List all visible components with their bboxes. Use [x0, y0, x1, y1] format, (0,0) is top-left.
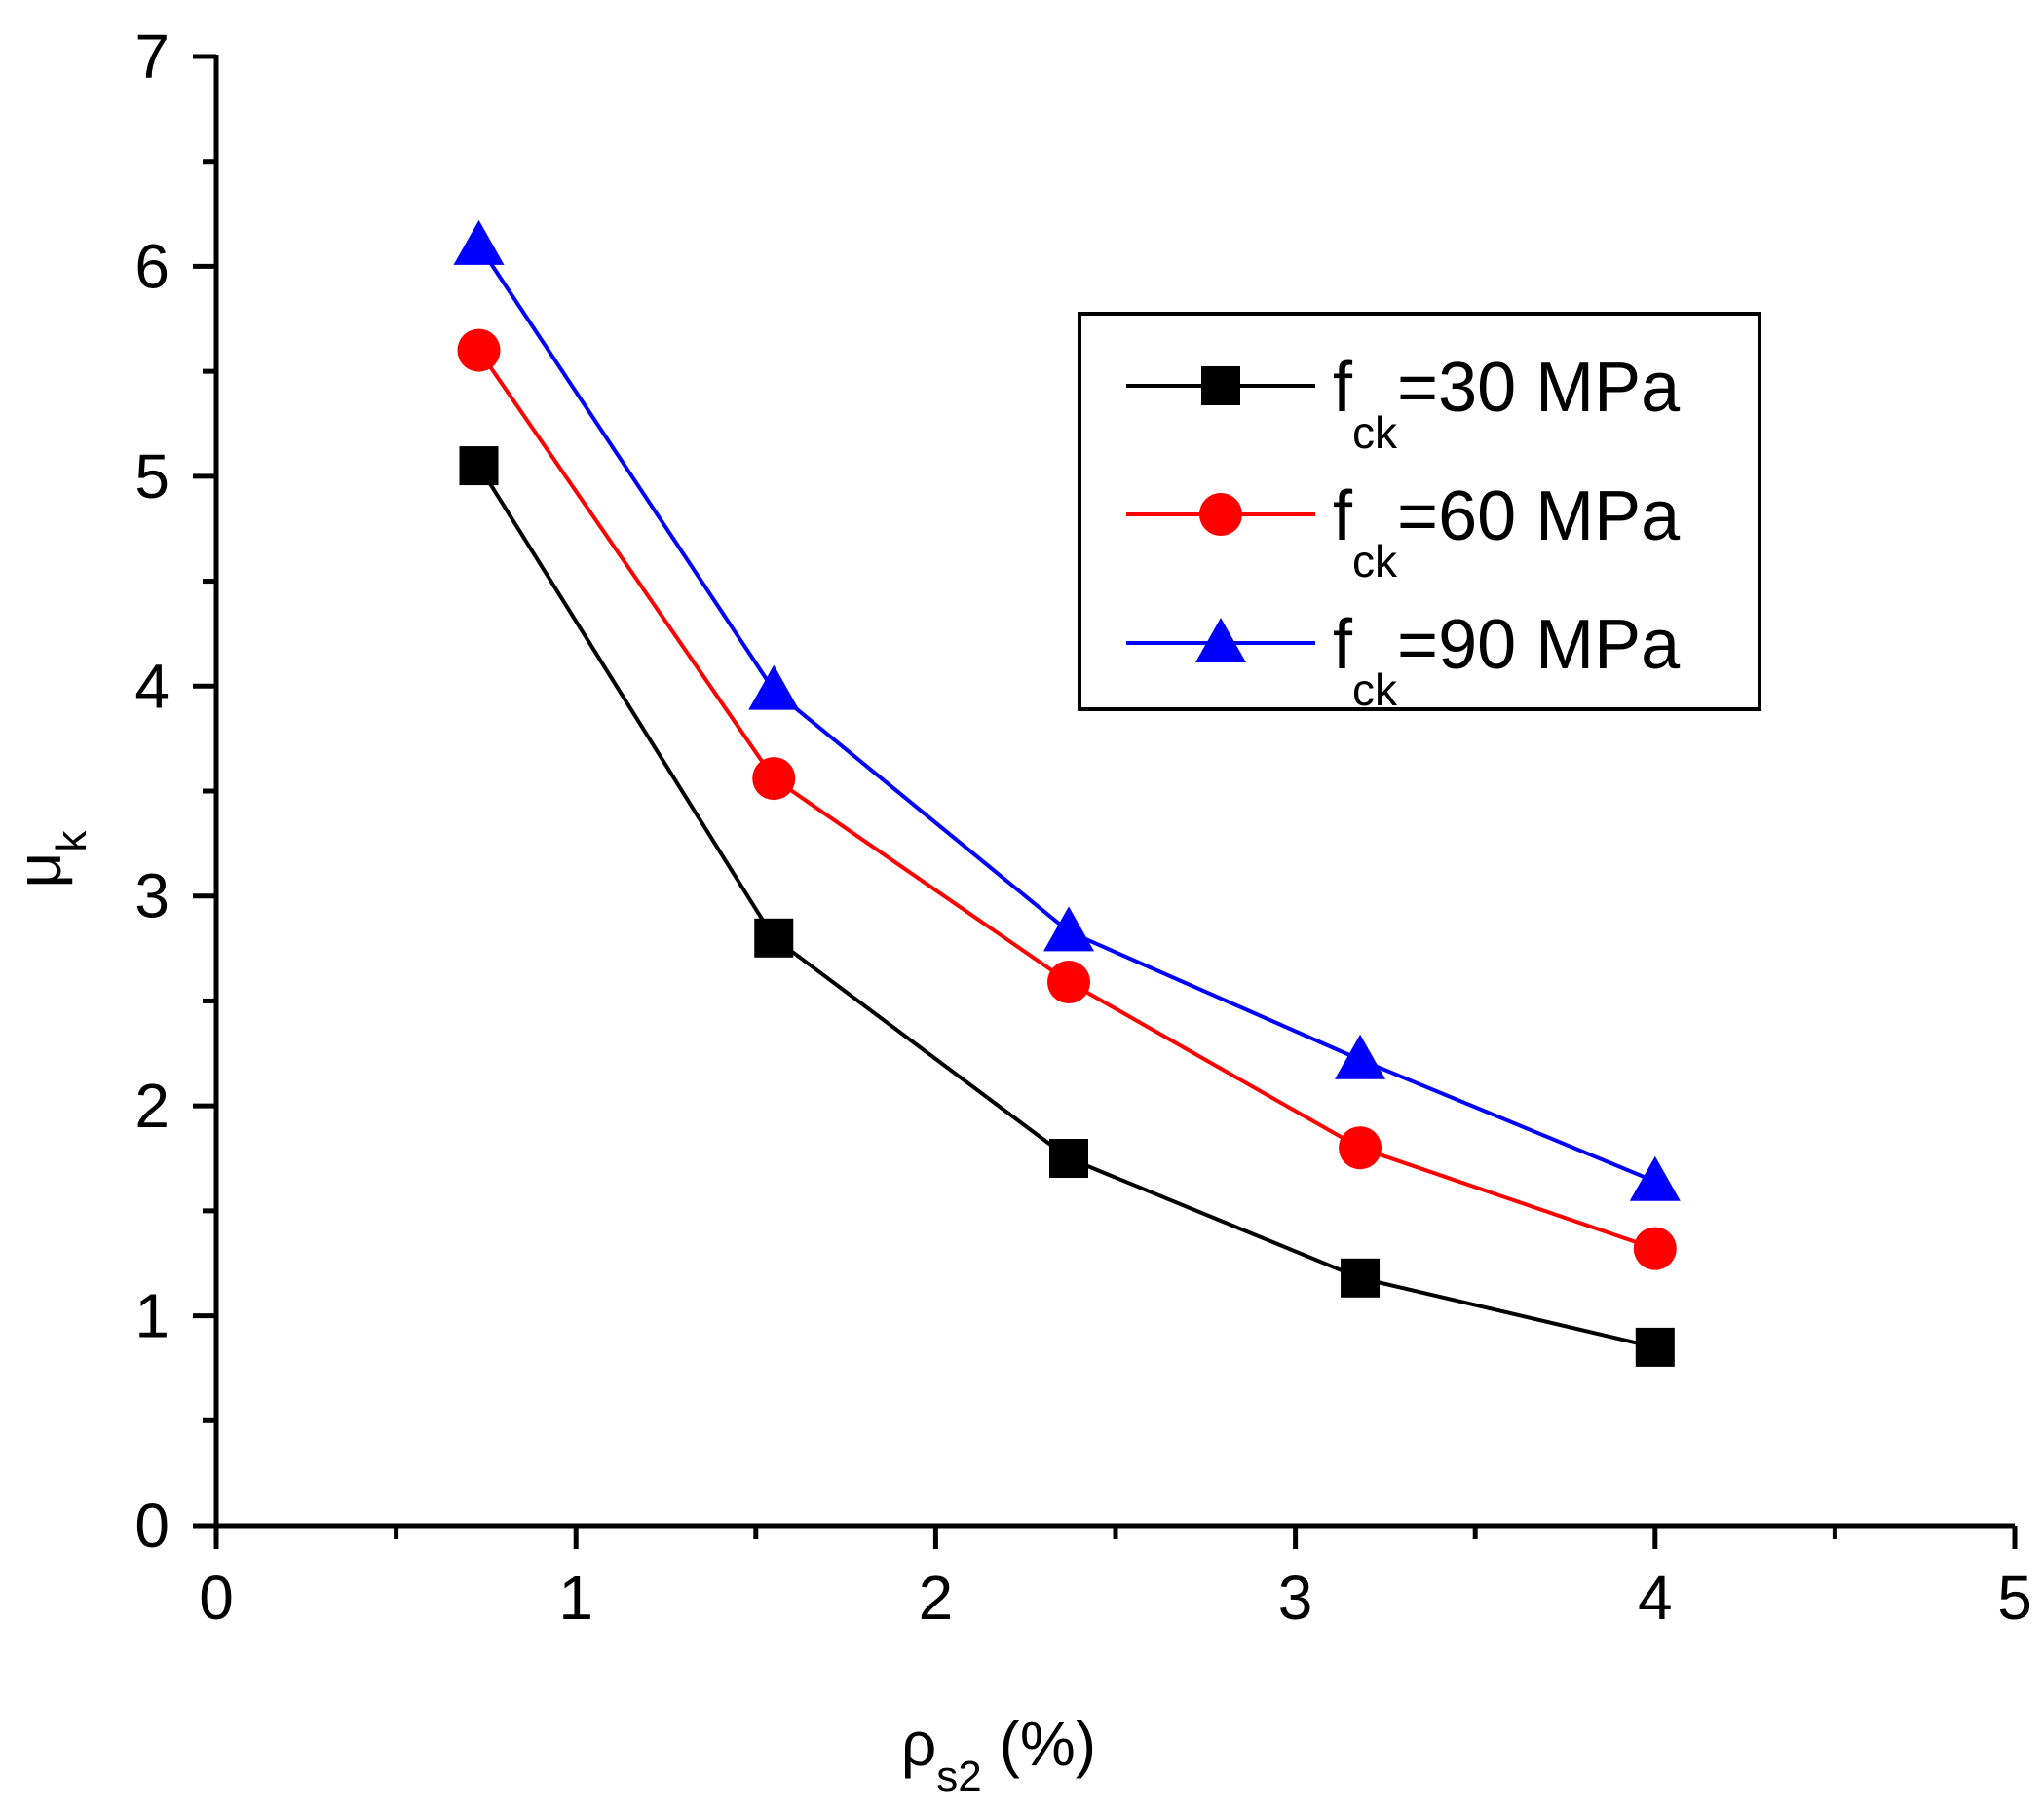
series-3: [453, 219, 1681, 1201]
y-tick-label: 1: [134, 1281, 170, 1351]
x-tick-label: 1: [558, 1563, 593, 1633]
series-1-point: [459, 446, 499, 486]
legend-swatch-marker: [1201, 366, 1240, 405]
y-tick-label: 0: [134, 1491, 170, 1561]
x-tick-label: 5: [1997, 1563, 2032, 1633]
x-tick-label: 4: [1638, 1563, 1673, 1633]
y-tick-label: 2: [134, 1071, 170, 1141]
series-1-point: [1049, 1139, 1089, 1178]
series-layer: [453, 219, 1681, 1367]
series-2-point: [1047, 961, 1091, 1004]
legend: fck=30 MPa fck=60 MPa fck=90 MPa: [1078, 312, 1761, 715]
axes: [213, 55, 2015, 1529]
legend-swatch-marker: [1199, 493, 1242, 536]
legend-label: fck=60 MPa: [1333, 477, 1681, 586]
tick-labels: 0 1 2 3 4 5 0 1 2 3 4 5 6 7: [134, 21, 2031, 1633]
legend-label: fck=90 MPa: [1333, 606, 1681, 715]
series-1-point: [1635, 1327, 1675, 1367]
x-tick-label: 3: [1278, 1563, 1313, 1633]
series-3-point: [453, 219, 505, 265]
axis-ticks: [193, 54, 2018, 1549]
y-tick-label: 4: [134, 651, 170, 721]
series-2-point: [457, 328, 501, 372]
legend-item-1: fck=30 MPa: [1126, 349, 1681, 458]
series-2-point: [1633, 1227, 1677, 1270]
x-tick-label: 2: [919, 1563, 954, 1633]
x-axis-title: ρs2 (%): [901, 1709, 1096, 1800]
series-2: [457, 328, 1677, 1270]
series-1: [459, 446, 1675, 1367]
legend-swatch-marker: [1195, 618, 1246, 662]
x-tick-label: 0: [199, 1563, 234, 1633]
series-3-point: [1043, 906, 1095, 952]
series-1-point: [1341, 1258, 1381, 1298]
legend-item-3: fck=90 MPa: [1126, 606, 1681, 715]
series-3-point: [1335, 1034, 1386, 1079]
legend-item-2: fck=60 MPa: [1126, 477, 1681, 586]
y-axis-title: μk: [4, 830, 95, 888]
legend-label: fck=30 MPa: [1333, 349, 1681, 458]
series-2-point: [1339, 1126, 1382, 1170]
series-1-point: [754, 918, 794, 958]
series-3-point: [1629, 1155, 1681, 1201]
y-tick-label: 5: [134, 441, 170, 511]
y-tick-label: 6: [134, 231, 170, 301]
y-tick-label: 7: [134, 21, 170, 92]
series-3-point: [748, 664, 800, 710]
series-2-point: [752, 757, 796, 801]
y-tick-label: 3: [134, 861, 170, 931]
